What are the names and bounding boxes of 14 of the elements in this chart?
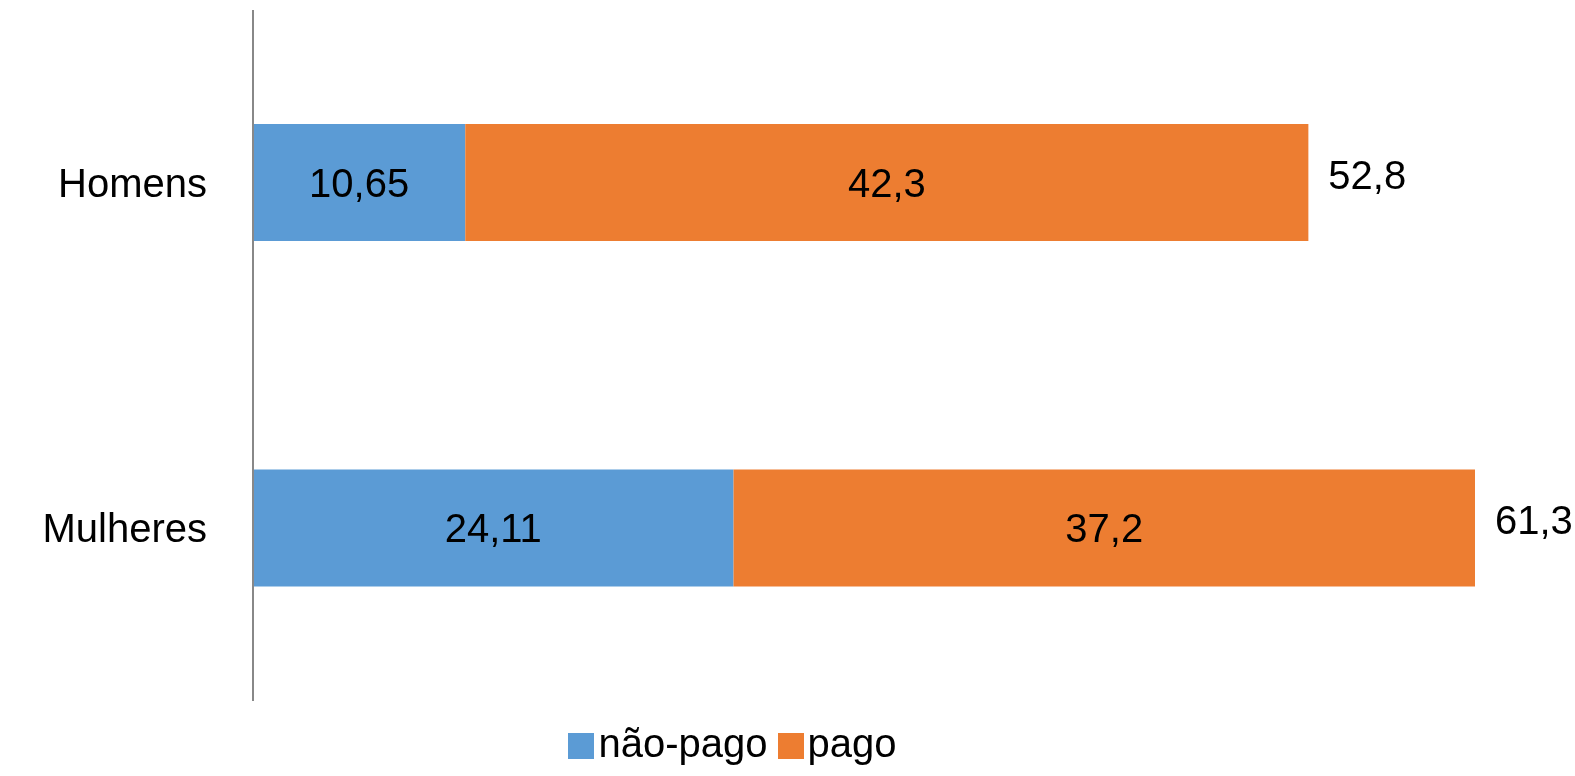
legend-label: pago [807, 721, 897, 765]
data-label: 24,11 [444, 506, 542, 551]
data-label: 10,65 [309, 160, 410, 205]
total-label: 61,3 [1495, 498, 1573, 543]
total-label: 52,8 [1328, 152, 1407, 197]
bar [253, 124, 466, 242]
bar [465, 124, 1309, 242]
data-label: 42,3 [847, 160, 926, 205]
y-tick-label: Homens [58, 160, 207, 205]
y-tick-label: Mulheres [42, 506, 207, 551]
bar [253, 469, 734, 587]
bar [733, 469, 1475, 587]
data-label: 37,2 [1065, 506, 1144, 551]
legend-label: não-pago [598, 721, 768, 765]
